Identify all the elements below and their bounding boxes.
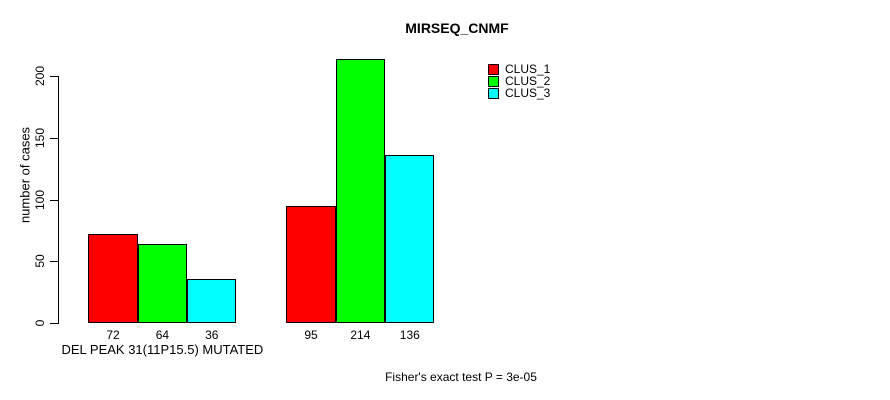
legend-swatch-icon — [488, 75, 499, 87]
y-axis-label: number of cases — [17, 126, 33, 224]
chart-title: MIRSEQ_CNMF — [405, 20, 509, 36]
y-axis-line — [58, 76, 59, 324]
y-tick-200 — [50, 76, 58, 78]
y-tick-50 — [50, 261, 58, 263]
legend-label: CLUS_3 — [505, 86, 551, 100]
bar-clus_3-group2 — [385, 155, 435, 323]
bar-value-label-clus_2-group1: 64 — [155, 328, 170, 342]
bar-value-label-clus_2-group2: 214 — [350, 328, 371, 342]
y-tick-150 — [50, 137, 58, 139]
bar-clus_2-group2 — [335, 58, 386, 323]
legend-swatch-icon — [488, 87, 499, 99]
fisher-note: Fisher's exact test P = 3e-05 — [385, 370, 537, 384]
bar-clus_1-group1 — [88, 234, 138, 323]
bar-clus_1-group2 — [286, 205, 336, 323]
y-tick-label-100: 100 — [33, 189, 47, 210]
bar-clus_2-group1 — [137, 244, 188, 323]
y-tick-label-200: 200 — [33, 66, 47, 87]
bar-value-label-clus_1-group2: 95 — [304, 328, 318, 342]
y-tick-100 — [50, 199, 58, 201]
legend-swatch-icon — [488, 63, 499, 75]
legend-label: CLUS_2 — [505, 74, 551, 88]
y-tick-label-0: 0 — [33, 319, 47, 327]
legend-item-clus_3: CLUS_3 — [488, 87, 550, 99]
bar-value-label-clus_3-group2: 136 — [399, 328, 420, 342]
legend-item-clus_1: CLUS_1 — [488, 63, 550, 75]
legend-item-clus_2: CLUS_2 — [488, 75, 550, 87]
legend: CLUS_1 CLUS_2 CLUS_3 — [488, 63, 550, 99]
legend-label: CLUS_1 — [505, 62, 551, 76]
y-tick-label-150: 150 — [33, 127, 47, 148]
y-tick-0 — [50, 323, 58, 324]
bar-value-label-clus_1-group1: 72 — [106, 328, 120, 342]
bar-clus_3-group1 — [187, 278, 237, 323]
x-axis-group-label-1: DEL PEAK 31(11P15.5) MUTATED — [61, 342, 264, 357]
y-tick-label-50: 50 — [33, 254, 47, 268]
bar-value-label-clus_3-group1: 36 — [205, 328, 219, 342]
